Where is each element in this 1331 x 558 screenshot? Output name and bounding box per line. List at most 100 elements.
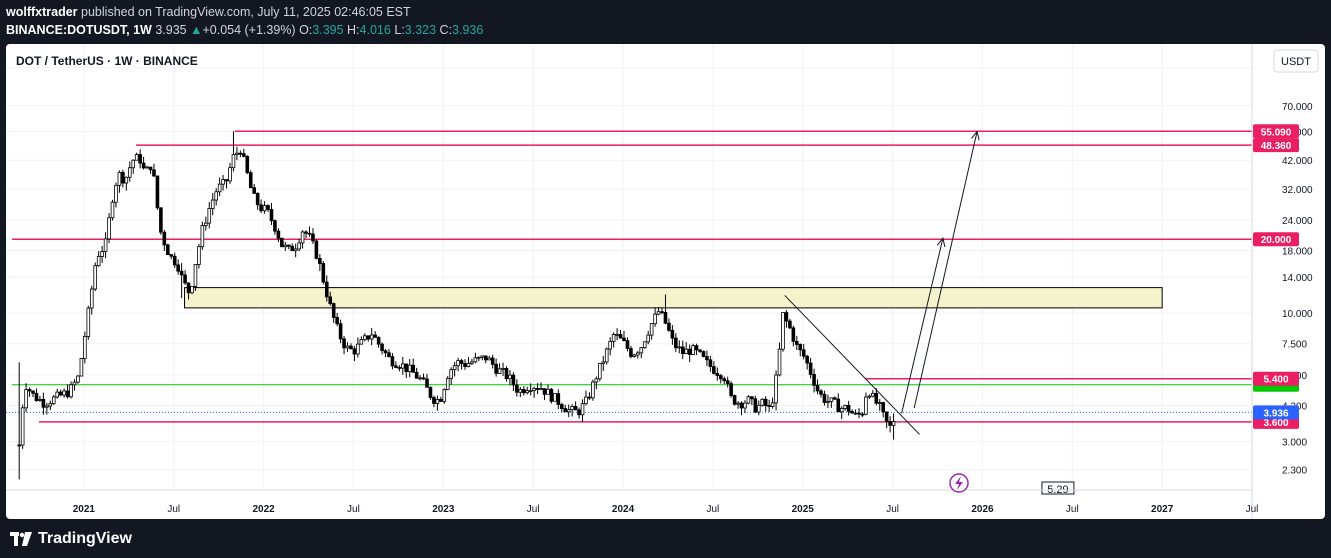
candle-body	[162, 231, 167, 246]
candle-body	[138, 154, 142, 164]
level-badge-box	[1253, 124, 1299, 139]
candle-body	[266, 205, 270, 210]
time-axis[interactable]: 2021 Jul 2022 Jul 2023 Jul 2024 Jul 2025 Jul 2026 J…	[73, 504, 1259, 515]
candle-body	[546, 388, 550, 395]
drawings[interactable]: 5.29	[784, 130, 1075, 496]
candle-body	[736, 402, 740, 405]
brand-name: TradingView	[38, 530, 132, 547]
candle-body	[134, 154, 139, 161]
price-tick-label: 18.000	[1282, 246, 1313, 257]
candle-body	[622, 337, 626, 341]
candle-body	[96, 256, 101, 267]
publication-line: wolffxtrader published on TradingView.co…	[6, 5, 411, 19]
open-label: O:	[299, 23, 313, 37]
currency-button[interactable]: USDT	[1273, 49, 1319, 73]
time-tick-label: Jul	[527, 504, 540, 515]
candle-body	[45, 405, 49, 408]
candle-body	[318, 257, 322, 264]
candle-body	[121, 171, 125, 184]
candle-body	[698, 349, 702, 352]
candle-body	[580, 403, 585, 416]
time-tick-label: 2023	[432, 504, 455, 515]
candle-body	[193, 264, 198, 287]
time-tick-label: 2024	[612, 504, 635, 515]
candle-body	[525, 390, 530, 394]
candle-body	[407, 364, 412, 373]
tradingview-brand[interactable]: TradingView	[10, 530, 132, 548]
candle-body	[680, 346, 685, 354]
candle-body	[86, 307, 91, 337]
candle-body	[871, 392, 875, 397]
candle-body	[376, 336, 381, 345]
price-tick-label: 14.000	[1282, 273, 1313, 284]
candle-body	[836, 398, 841, 413]
time-tick-label: 2026	[971, 504, 994, 515]
candle-body	[539, 388, 543, 390]
time-tick-label: Jul	[347, 504, 360, 515]
candle-body	[604, 348, 609, 363]
author-name[interactable]: wolffxtrader	[6, 5, 78, 19]
candle-body	[207, 208, 212, 224]
currency-button-box[interactable]	[1273, 49, 1319, 73]
candle-body	[155, 175, 160, 209]
time-tick-label: Jul	[886, 504, 899, 515]
resistance-zone[interactable]	[184, 287, 1163, 309]
candle-body	[421, 377, 426, 380]
level-badge-box	[1253, 371, 1299, 386]
low-value: 3.323	[404, 23, 437, 37]
candle-body	[228, 167, 232, 182]
lightning-icon[interactable]	[949, 473, 969, 493]
candle-body	[338, 323, 343, 340]
candle-body	[283, 244, 288, 248]
candle-body	[293, 248, 298, 252]
candle-body	[235, 152, 239, 155]
price-chart[interactable]: 5.29 100.00070.00055.00042.00032.00024.0…	[6, 44, 1325, 519]
candle-body	[601, 361, 606, 364]
resistance-zone-box	[184, 287, 1163, 309]
time-tick-label: Jul	[167, 504, 180, 515]
candle-body	[349, 345, 353, 350]
horizontal-levels[interactable]	[6, 130, 1252, 423]
candle-body	[397, 367, 402, 369]
candle-body	[100, 251, 104, 257]
candle-body	[853, 412, 858, 415]
candle-body	[425, 378, 429, 388]
candle-body	[418, 377, 422, 380]
candle-body	[210, 199, 215, 209]
candle-body	[687, 348, 692, 355]
candle-body	[494, 363, 498, 374]
candle-body	[242, 153, 246, 157]
candle-body	[114, 184, 118, 203]
candle-body	[131, 159, 136, 169]
price-tick-label: 2.300	[1282, 466, 1307, 477]
candle-body	[743, 402, 747, 409]
candle-body	[794, 341, 799, 345]
candle-body	[335, 317, 339, 325]
candle-body	[79, 358, 84, 377]
candle-body	[17, 444, 21, 447]
publication-header: wolffxtrader published on TradingView.co…	[0, 0, 1331, 44]
candle-body	[48, 403, 53, 407]
candle-body	[103, 238, 108, 252]
candle-body	[276, 230, 281, 239]
published-text: published on TradingView.com, July 11, 2…	[81, 5, 411, 19]
time-tick-label: Jul	[1066, 504, 1079, 515]
candle-body	[328, 296, 333, 304]
candle-body	[445, 378, 450, 390]
candle-body	[490, 357, 495, 365]
candle-body	[846, 404, 851, 412]
candle-body	[435, 399, 440, 404]
candle-body	[708, 359, 713, 368]
candle-body	[549, 388, 554, 402]
candle-body	[311, 233, 315, 242]
candle-body	[684, 348, 689, 354]
candle-body	[888, 421, 892, 426]
candle-body	[280, 237, 284, 248]
candle-body	[51, 396, 56, 405]
candle-body	[649, 323, 654, 336]
level-badge-box	[1253, 232, 1299, 247]
chart-area[interactable]: 5.29 100.00070.00055.00042.00032.00024.0…	[6, 44, 1325, 519]
candle-body	[262, 205, 267, 212]
candle-body	[273, 220, 277, 232]
candle-body	[179, 270, 184, 276]
